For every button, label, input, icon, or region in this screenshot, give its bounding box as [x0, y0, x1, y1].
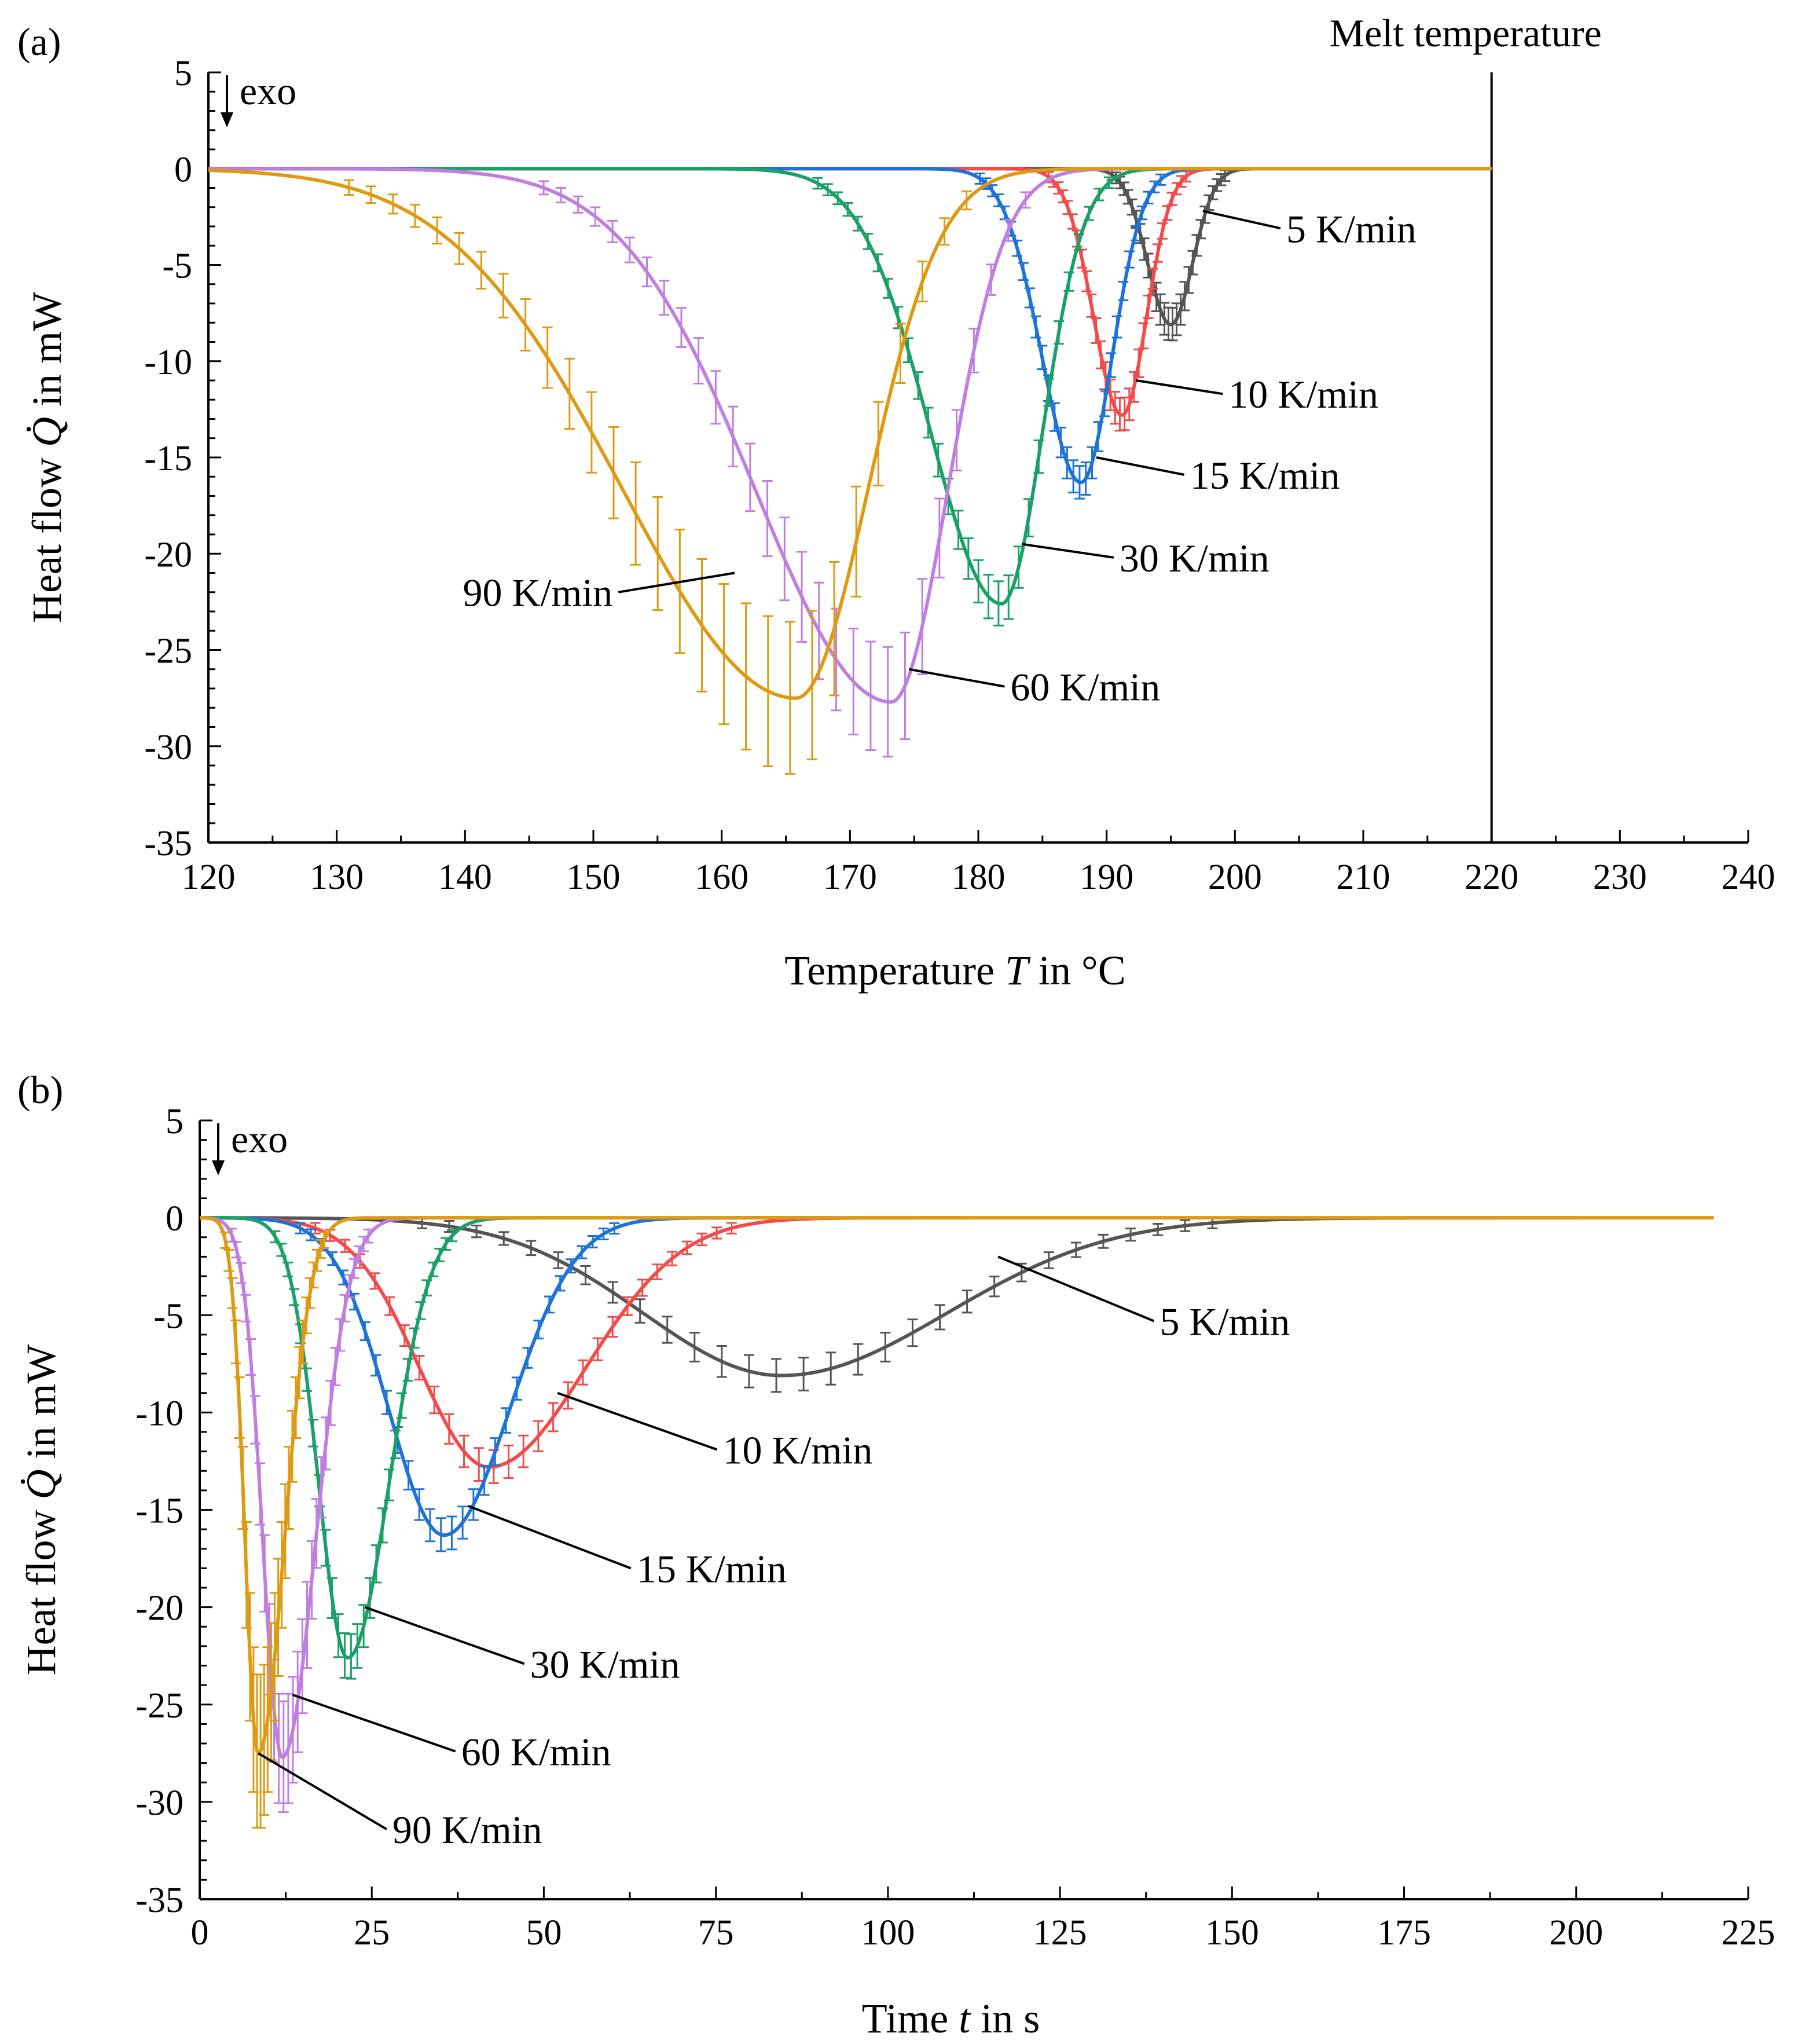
series-leader-line — [1202, 210, 1281, 230]
series-leader-line — [1096, 456, 1185, 476]
y-tick-label: -20 — [135, 1589, 184, 1628]
x-tick-label: 50 — [526, 1913, 562, 1953]
y-tick-label: 5 — [174, 54, 192, 93]
x-axis-title: Temperature T in °C — [784, 947, 1126, 994]
series-line — [200, 1216, 1714, 1756]
x-tick-label: 0 — [191, 1913, 209, 1953]
series-label: 60 K/min — [1010, 665, 1160, 709]
y-tick-label: -25 — [135, 1686, 184, 1726]
series-label: 5 K/min — [1160, 1300, 1290, 1344]
series-leader-line — [364, 1606, 525, 1665]
x-tick-label: 200 — [1208, 858, 1262, 897]
series-line — [208, 167, 1492, 700]
y-tick-label: -10 — [144, 343, 192, 382]
series-label: 60 K/min — [461, 1730, 611, 1774]
x-tick-label: 130 — [310, 858, 364, 897]
series-leader-line — [467, 1504, 632, 1570]
series-label: 15 K/min — [637, 1547, 787, 1591]
x-tick-label: 175 — [1377, 1913, 1431, 1953]
x-tick-label: 150 — [1205, 1913, 1259, 1953]
y-tick-label: -15 — [144, 439, 192, 478]
y-tick-label: -5 — [153, 1296, 184, 1336]
panel-a: (a) 120 130 140 150 160 170 180 190 200 210 220 230 2… — [17, 11, 1775, 994]
panel-label: (a) — [17, 20, 61, 64]
series-leader-line — [258, 1752, 387, 1830]
y-tick-label: 5 — [166, 1102, 184, 1141]
x-tick-label: 210 — [1337, 858, 1390, 897]
x-tick-label: 150 — [567, 858, 621, 897]
x-tick-label: 140 — [438, 858, 492, 897]
series-label: 15 K/min — [1190, 453, 1340, 497]
x-axis-title: Time t in s — [862, 1995, 1040, 2042]
series-90-k-min — [200, 1216, 1714, 1829]
melt-temperature-label: Melt temperature — [1330, 11, 1602, 55]
x-tick-label: 75 — [698, 1913, 734, 1953]
y-tick-label: -35 — [135, 1881, 184, 1920]
x-tick-label: 160 — [695, 858, 748, 897]
y-tick-label: -25 — [144, 632, 192, 671]
y-tick-label: -5 — [162, 247, 192, 286]
y-tick-label: -35 — [144, 824, 192, 863]
series-leader-line — [557, 1391, 718, 1451]
y-tick-label: 0 — [174, 150, 192, 189]
series-label: 10 K/min — [723, 1428, 873, 1472]
x-tick-label: 230 — [1593, 858, 1647, 897]
y-tick-label: 0 — [166, 1199, 184, 1239]
series-leader-line — [1136, 379, 1223, 395]
exo-arrow-head — [221, 112, 233, 127]
series-label: 30 K/min — [530, 1642, 680, 1686]
series-leader-line — [292, 1694, 456, 1753]
x-tick-label: 240 — [1722, 858, 1775, 897]
x-tick-label: 220 — [1465, 858, 1518, 897]
y-tick-label: -30 — [144, 728, 192, 767]
series-90-k-min — [208, 167, 1492, 775]
y-axis-title: Heat flow Q̇ in mW — [18, 1345, 64, 1676]
y-tick-label: -20 — [144, 535, 192, 574]
x-tick-label: 120 — [182, 858, 236, 897]
y-axis-title: Heat flow Q̇ in mW — [24, 292, 70, 623]
x-tick-label: 225 — [1722, 1913, 1775, 1953]
exo-label: exo — [231, 1117, 288, 1161]
series-label: 5 K/min — [1286, 207, 1417, 251]
series-label: 30 K/min — [1120, 536, 1269, 580]
series-label: 10 K/min — [1228, 372, 1378, 416]
y-tick-label: -30 — [135, 1783, 184, 1823]
series-leader-line — [997, 1255, 1155, 1323]
x-tick-label: 170 — [823, 858, 877, 897]
y-tick-label: -10 — [135, 1394, 184, 1433]
series-label: 90 K/min — [463, 571, 612, 615]
x-tick-label: 200 — [1549, 1913, 1603, 1953]
x-tick-label: 125 — [1033, 1913, 1087, 1953]
x-tick-label: 190 — [1080, 858, 1133, 897]
panel-b: (b)0 25 50 75 100 125 150 175 200 22550-5-10-15-2… — [17, 1068, 1775, 2042]
series-leader-line — [908, 668, 1005, 688]
x-tick-label: 25 — [354, 1913, 390, 1953]
panel-label: (b) — [17, 1068, 63, 1112]
series-leader-line — [1022, 543, 1114, 559]
x-tick-label: 180 — [952, 858, 1006, 897]
y-tick-label: -15 — [135, 1492, 184, 1531]
exo-arrow-head — [212, 1160, 225, 1175]
series-leader-line — [618, 572, 735, 594]
exo-label: exo — [240, 69, 296, 113]
x-tick-label: 100 — [861, 1913, 915, 1953]
series-label: 90 K/min — [392, 1808, 542, 1852]
